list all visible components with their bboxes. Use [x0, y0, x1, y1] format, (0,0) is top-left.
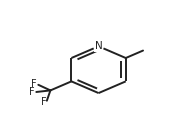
Text: F: F	[29, 87, 35, 97]
Text: F: F	[31, 79, 37, 89]
Text: F: F	[40, 97, 46, 107]
Text: N: N	[95, 41, 102, 51]
